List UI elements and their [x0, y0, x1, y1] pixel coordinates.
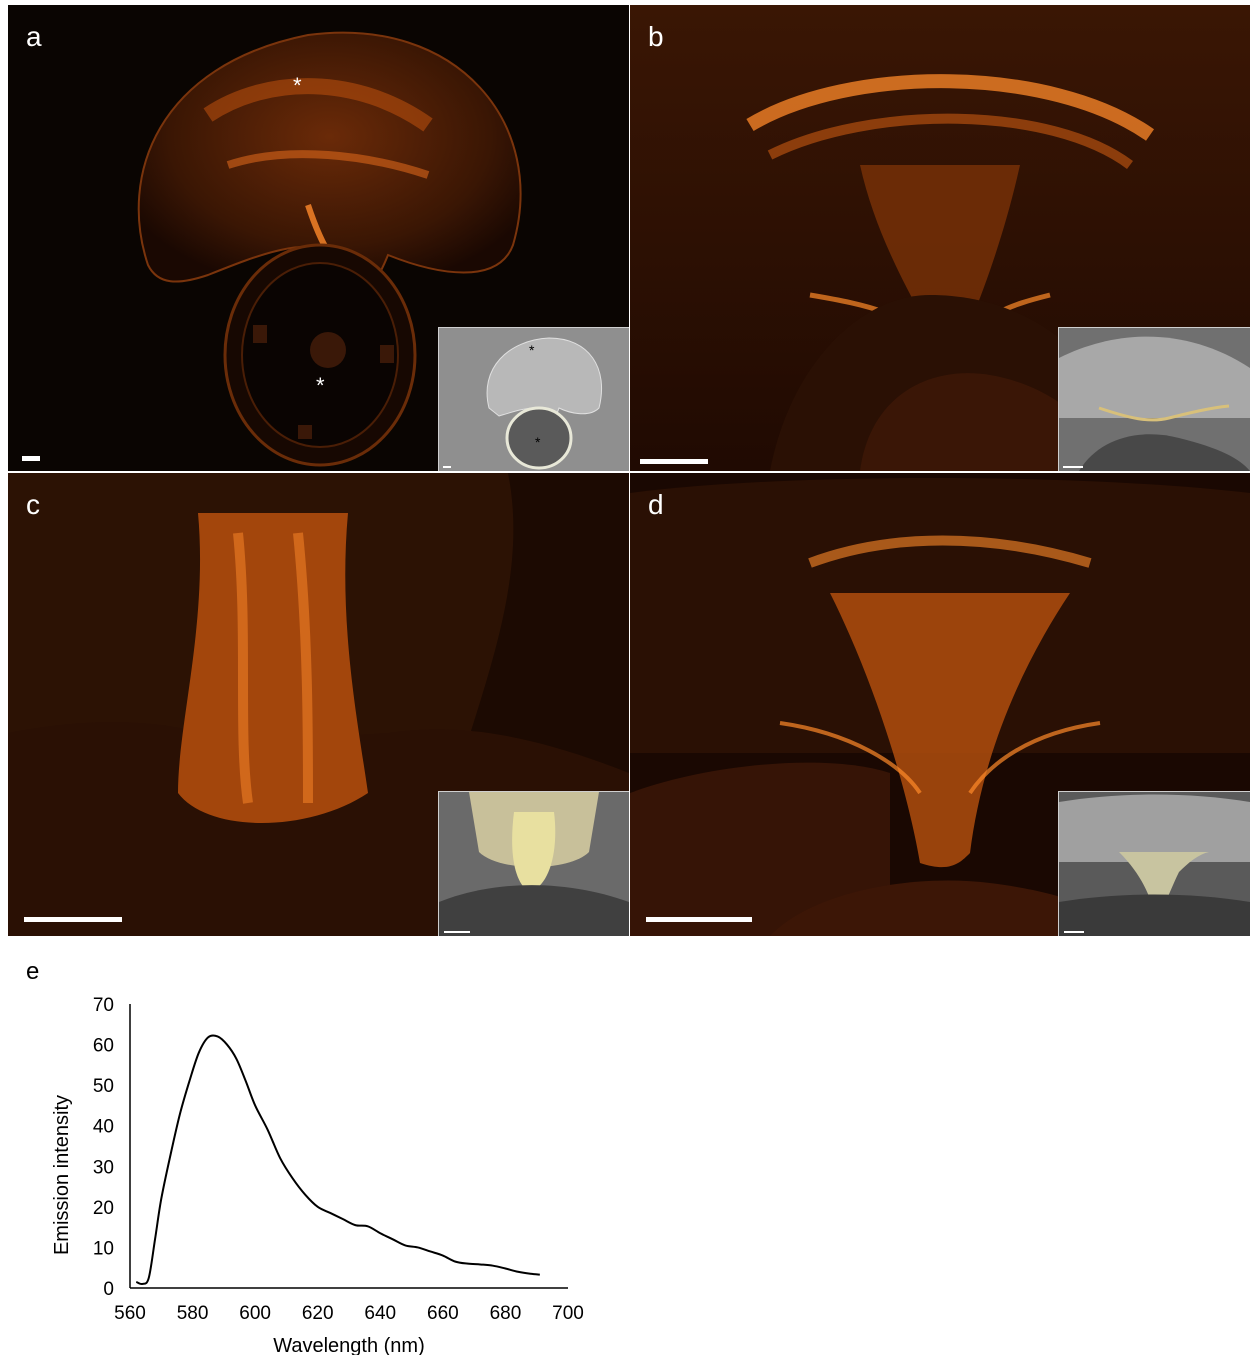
panel-label-d: d: [648, 489, 664, 520]
inset-scale-bar: [444, 931, 470, 933]
y-tick-label: 70: [93, 995, 114, 1016]
inset-scale-bar: [1064, 931, 1084, 933]
panel-label-b: b: [648, 21, 664, 52]
scale-bar: [24, 917, 122, 922]
y-tick-label: 60: [93, 1036, 114, 1057]
x-tick-label: 700: [552, 1303, 584, 1324]
y-tick-label: 10: [93, 1238, 114, 1259]
emission-spectrum-chart: 0 10 20 30 40 50 60 70 560 580 600 620 640 660 680 700…: [51, 995, 584, 1355]
brightfield-inset-a: * *: [438, 327, 629, 471]
x-tick-label: 640: [364, 1303, 396, 1324]
asterisk-marker: *: [293, 73, 302, 98]
asterisk-marker: *: [316, 373, 325, 398]
x-axis-label: Wavelength (nm): [273, 1335, 425, 1355]
y-tick-label: 0: [103, 1279, 114, 1300]
panel-label-e: e: [26, 958, 40, 985]
micrograph-panel-d: d: [630, 473, 1250, 936]
micrograph-panel-a: a * * * *: [8, 5, 629, 471]
series-line: [135, 1034, 540, 1286]
x-tick-label: 560: [114, 1303, 146, 1324]
inset-scale-bar: [1063, 466, 1083, 468]
y-tick-label: 30: [93, 1157, 114, 1178]
asterisk-marker: *: [535, 434, 541, 450]
x-tick-label: 680: [490, 1303, 522, 1324]
micrograph-panel-c: c: [8, 473, 629, 936]
fluorescence-image-a: [137, 31, 522, 467]
brightfield-inset-b: [1058, 327, 1250, 471]
x-tick-label: 580: [177, 1303, 209, 1324]
x-tick-label: 600: [239, 1303, 271, 1324]
scale-bar: [22, 456, 40, 461]
micrograph-panel-b: b: [630, 5, 1250, 471]
y-tick-label: 40: [93, 1117, 114, 1138]
x-tick-label: 620: [302, 1303, 334, 1324]
y-axis-label: Emission intensity: [51, 1095, 73, 1255]
x-tick-label: 660: [427, 1303, 459, 1324]
scale-bar: [646, 917, 752, 922]
brightfield-inset-d: [1058, 791, 1250, 936]
y-tick-label: 20: [93, 1198, 114, 1219]
y-tick-label: 50: [93, 1076, 114, 1097]
panel-label-c: c: [26, 489, 40, 520]
panel-label-a: a: [26, 21, 42, 52]
asterisk-marker: *: [529, 342, 535, 358]
inset-scale-bar: [443, 466, 451, 468]
scale-bar: [640, 459, 708, 464]
brightfield-inset-c: [438, 791, 629, 936]
